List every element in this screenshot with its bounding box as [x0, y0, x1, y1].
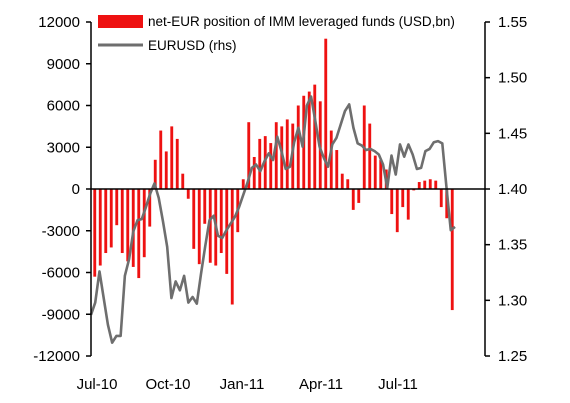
bar	[368, 123, 372, 189]
bar	[285, 119, 289, 189]
bar	[164, 151, 168, 189]
bar	[274, 122, 278, 189]
right-tick-label: 1.55	[498, 14, 527, 31]
bar	[126, 189, 130, 262]
bar	[340, 173, 344, 189]
left-tick-label: 0	[72, 181, 80, 198]
bar	[445, 189, 449, 219]
bar	[203, 189, 207, 224]
bar	[137, 189, 141, 279]
bar	[313, 84, 317, 190]
bar	[98, 189, 102, 266]
bar	[296, 105, 300, 189]
bar	[423, 180, 427, 189]
left-tick-label: 6000	[47, 98, 80, 115]
left-tick-label: 9000	[47, 56, 80, 73]
bar	[197, 189, 201, 265]
bar	[434, 180, 438, 189]
left-axis-ticks: 12000 9000 6000 3000 0 -3000 -6000 -9000 -12000	[33, 14, 91, 365]
left-tick-label: 3000	[47, 139, 80, 156]
bar	[241, 179, 245, 189]
x-axis-ticks: Jul-10 Oct-10 Jan-11 Apr-11 Jul-11	[77, 376, 418, 393]
bar	[159, 130, 163, 189]
bar	[153, 159, 157, 189]
bar	[170, 126, 174, 190]
x-tick-label: Jan-11	[220, 376, 265, 393]
bar	[324, 38, 328, 190]
bar	[115, 189, 119, 226]
legend-label-bar: net-EUR position of IMM leveraged funds …	[148, 14, 455, 29]
bar	[258, 138, 262, 189]
bar	[142, 189, 146, 258]
bar	[351, 189, 355, 210]
bar	[417, 182, 421, 189]
right-tick-label: 1.25	[498, 348, 527, 365]
right-tick-label: 1.40	[498, 181, 527, 198]
bar	[390, 189, 394, 215]
bar	[230, 189, 234, 305]
bar	[329, 130, 333, 189]
bar	[307, 91, 311, 189]
bar	[406, 189, 410, 220]
bar	[395, 189, 399, 233]
bar	[208, 189, 212, 263]
eurusd-line	[89, 95, 456, 344]
bar	[192, 189, 196, 249]
bar	[104, 189, 108, 254]
legend: net-EUR position of IMM leveraged funds …	[98, 14, 455, 53]
right-tick-label: 1.50	[498, 70, 527, 87]
legend-swatch-bar	[98, 15, 143, 28]
bar	[252, 156, 256, 189]
legend-label-line: EURUSD (rhs)	[148, 38, 237, 53]
right-tick-label: 1.45	[498, 125, 527, 142]
left-tick-label: -3000	[42, 223, 80, 240]
bar	[269, 143, 273, 189]
bar	[346, 179, 350, 189]
x-tick-label: Jul-11	[378, 376, 418, 393]
x-tick-label: Apr-11	[299, 376, 343, 393]
right-tick-label: 1.30	[498, 292, 527, 309]
bar	[186, 189, 190, 199]
bar	[439, 189, 443, 208]
x-tick-label: Jul-10	[77, 376, 118, 393]
bar	[379, 159, 383, 189]
bar	[428, 179, 432, 189]
bar	[219, 189, 223, 254]
bar	[181, 173, 185, 189]
x-tick-label: Oct-10	[145, 376, 190, 393]
bars	[93, 38, 454, 311]
bar	[109, 189, 113, 248]
bar	[247, 122, 251, 189]
left-tick-label: -6000	[42, 265, 80, 282]
right-tick-label: 1.35	[498, 237, 527, 254]
right-axis-ticks: 1.55 1.50 1.45 1.40 1.35 1.30 1.25	[485, 14, 527, 365]
bar	[401, 189, 405, 208]
bar	[148, 189, 152, 227]
bar	[373, 155, 377, 189]
bar	[450, 189, 454, 311]
bar	[357, 189, 361, 203]
bar	[335, 150, 339, 189]
left-tick-label: -9000	[42, 306, 80, 323]
bar	[175, 138, 179, 189]
left-tick-label: 12000	[38, 14, 80, 31]
bar	[93, 189, 97, 277]
bar	[120, 189, 124, 254]
left-tick-label: -12000	[33, 348, 80, 365]
